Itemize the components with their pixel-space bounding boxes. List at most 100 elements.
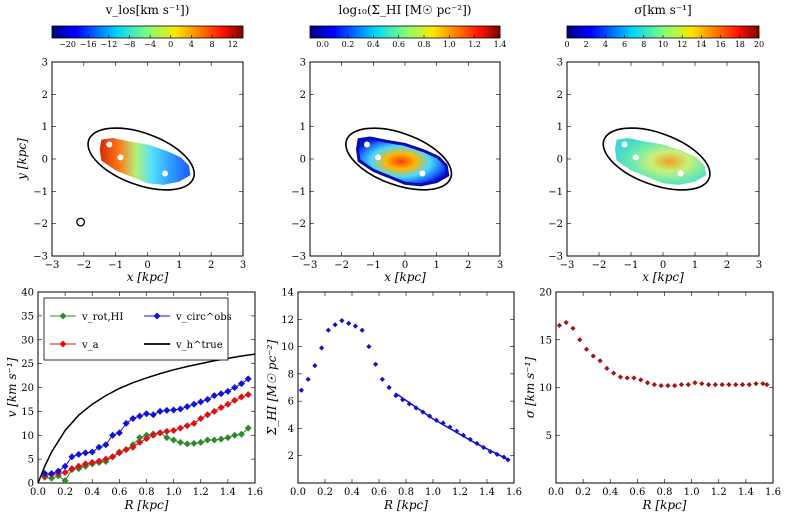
data-point <box>75 462 83 470</box>
y-tick-label: 5 <box>28 455 34 466</box>
x-tick-label: 0.8 <box>398 487 414 498</box>
data-point <box>68 465 76 473</box>
data-point <box>163 406 171 414</box>
plot-frame <box>555 291 774 484</box>
x-tick-label: −1 <box>624 260 639 271</box>
x-tick-label: 0.8 <box>657 487 673 498</box>
data-point <box>210 436 218 444</box>
x-tick-label: −1 <box>366 260 381 271</box>
colorbar-tick-label: 12 <box>677 40 687 49</box>
data-point <box>617 374 624 380</box>
x-tick-label: 0.6 <box>111 487 127 498</box>
y-tick-label: −1 <box>548 187 563 198</box>
x-tick-label: 0.4 <box>344 487 360 498</box>
y-tick-label: 0 <box>557 155 563 166</box>
y-tick-label: −2 <box>548 219 563 230</box>
data-point <box>149 411 157 419</box>
data-point <box>237 393 245 401</box>
data-point <box>760 381 766 387</box>
y-tick-label: 2 <box>288 451 294 462</box>
x-tick-label: 0.0 <box>290 487 306 498</box>
colorbar-tick-label: 1.4 <box>494 40 507 49</box>
legend-marker <box>59 312 67 320</box>
x-axis-label: x [kpc] <box>127 270 169 284</box>
data-point <box>699 381 705 387</box>
data-point <box>366 343 372 350</box>
y-tick-label: 35 <box>21 311 34 322</box>
y-tick-label: 0 <box>28 479 34 490</box>
data-point <box>217 404 225 412</box>
x-tick-label: 0.2 <box>57 487 73 498</box>
colorbar-tick-label: 0 <box>564 40 569 49</box>
x-tick-label: 0.4 <box>602 487 618 498</box>
data-point <box>61 477 69 485</box>
data-point <box>54 467 62 475</box>
colorbar-title: log₁₀(Σ_HI [M☉ pc⁻²]) <box>338 3 471 17</box>
series-1 <box>298 318 511 463</box>
data-point <box>590 353 596 359</box>
data-point <box>678 382 685 388</box>
map-hole <box>375 154 382 161</box>
x-tick-label: 1.0 <box>166 487 182 498</box>
data-point <box>746 382 752 388</box>
y-tick-label: 10 <box>281 342 294 353</box>
colorbar-tick-label: 8 <box>209 40 214 49</box>
map-hole <box>419 170 426 177</box>
data-point <box>231 384 239 391</box>
data-point <box>319 345 325 351</box>
x-axis-label: x [kpc] <box>642 270 684 284</box>
data-point <box>583 346 590 352</box>
colorbar-tick-label: 4 <box>189 40 194 49</box>
y-axis-label: σ [km s⁻¹] <box>523 357 537 418</box>
y-tick-label: 0 <box>42 155 48 166</box>
data-point <box>115 449 123 457</box>
map-hole <box>106 141 113 148</box>
data-point <box>156 429 164 437</box>
colorbar-tick-label: −20 <box>59 40 76 49</box>
data-point <box>204 411 212 419</box>
data-point <box>719 382 725 388</box>
data-point <box>231 431 239 439</box>
data-point <box>244 375 252 383</box>
data-point <box>156 407 164 415</box>
data-point <box>163 434 171 442</box>
data-point <box>129 415 137 423</box>
data-point <box>210 407 218 415</box>
x-tick-label: −3 <box>303 260 318 271</box>
data-point <box>346 320 352 326</box>
data-point <box>183 422 191 430</box>
data-point <box>109 453 117 461</box>
x-tick-label: 1.4 <box>220 487 236 498</box>
data-point <box>61 468 69 476</box>
series-3 <box>41 375 252 477</box>
x-tick-label: −3 <box>560 260 575 271</box>
data-point <box>197 398 205 406</box>
x-tick-label: 3 <box>240 260 246 271</box>
x-tick-label: 0.8 <box>139 487 155 498</box>
data-point <box>672 382 678 389</box>
data-point <box>705 382 712 388</box>
data-point <box>183 403 191 411</box>
data-point <box>149 431 157 439</box>
data-point <box>81 449 89 457</box>
data-point <box>48 474 56 482</box>
colorbar-tick-label: 8 <box>641 40 646 49</box>
x-tick-label: 1.0 <box>425 487 441 498</box>
y-tick-label: −2 <box>291 219 306 230</box>
data-point <box>325 327 331 333</box>
data-point <box>556 322 562 329</box>
y-tick-label: 6 <box>288 397 294 408</box>
x-tick-label: 1.4 <box>479 487 495 498</box>
y-axis-label: y [kpc] <box>15 138 29 181</box>
map-hole <box>162 170 169 177</box>
data-point <box>143 435 150 443</box>
x-tick-label: 2 <box>465 260 471 271</box>
y-tick-label: 40 <box>21 288 34 299</box>
legend-marker <box>153 312 161 320</box>
data-point <box>644 380 651 386</box>
colorbar-tick-label: 4 <box>603 40 608 49</box>
y-tick-label: 3 <box>42 58 48 69</box>
data-point <box>305 376 311 382</box>
x-tick-label: 1 <box>433 260 439 271</box>
colorbar-tick-label: −8 <box>124 40 136 49</box>
